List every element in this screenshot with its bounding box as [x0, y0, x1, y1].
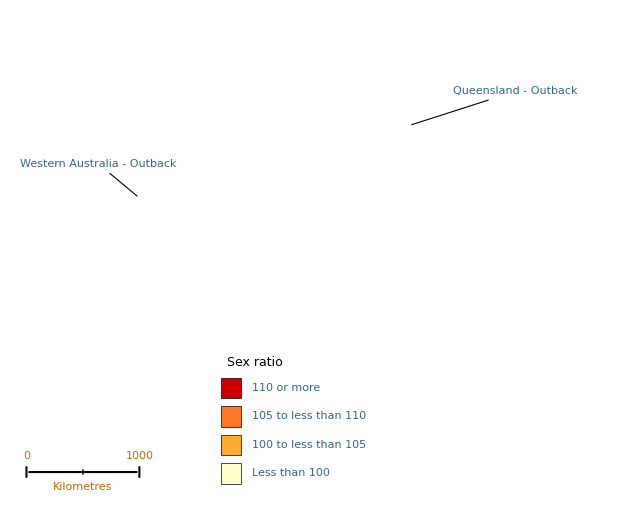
Text: 100 to less than 105: 100 to less than 105 — [252, 440, 367, 450]
Text: 105 to less than 110: 105 to less than 110 — [252, 411, 367, 421]
Text: Western Australia - Outback: Western Australia - Outback — [20, 159, 176, 196]
FancyBboxPatch shape — [221, 463, 241, 484]
Text: Kilometres: Kilometres — [54, 482, 113, 492]
Text: 0: 0 — [23, 451, 30, 461]
FancyBboxPatch shape — [221, 406, 241, 427]
FancyBboxPatch shape — [221, 378, 241, 398]
Text: Less than 100: Less than 100 — [252, 469, 330, 478]
Text: 1000: 1000 — [125, 451, 153, 461]
FancyBboxPatch shape — [221, 435, 241, 455]
Text: Queensland - Outback: Queensland - Outback — [412, 86, 578, 125]
Text: 110 or more: 110 or more — [252, 383, 321, 393]
Text: Sex ratio: Sex ratio — [227, 356, 283, 369]
